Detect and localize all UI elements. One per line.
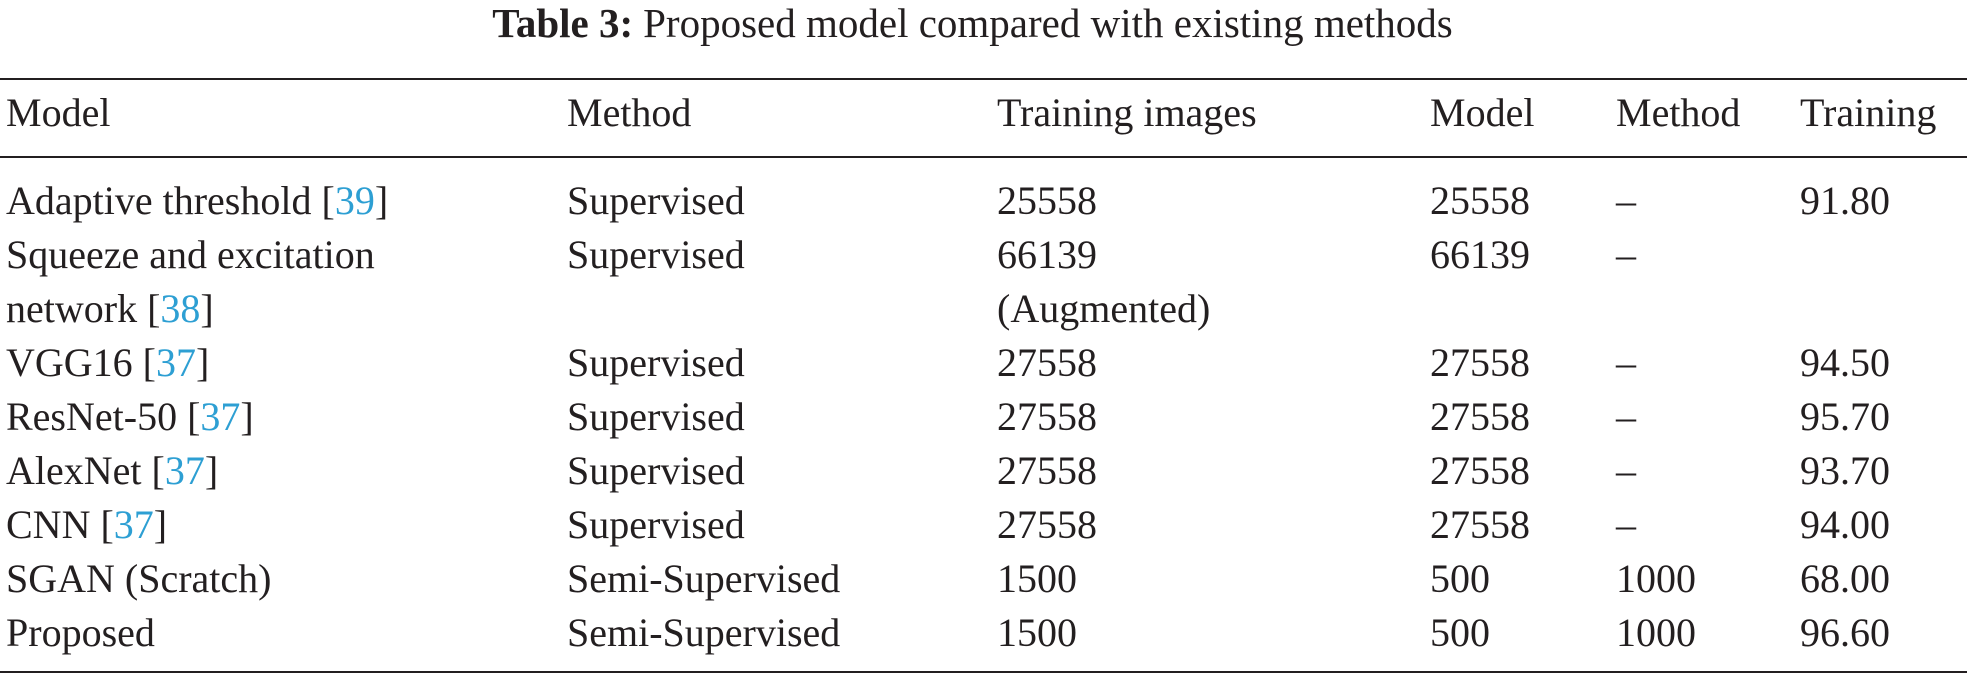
table-cell: – (1616, 448, 1636, 493)
table-cell: 68.00 (1800, 556, 1890, 601)
header-cell: Model (6, 90, 111, 135)
caption-text: Proposed model compared with existing me… (643, 0, 1453, 46)
cell-text: AlexNet [ (6, 448, 165, 493)
table-cell: 93.70 (1800, 448, 1890, 493)
table-cell: 27558 (997, 502, 1097, 547)
table-cell: – (1616, 178, 1636, 223)
table-cell: 500 (1430, 610, 1490, 655)
table-cell: 27558 (997, 394, 1097, 439)
table-cell: Supervised (567, 448, 745, 493)
citation-link[interactable]: 39 (334, 178, 375, 223)
table-cell: 27558 (1430, 394, 1530, 439)
top-rule (0, 78, 1967, 80)
table-cell: – (1616, 394, 1636, 439)
citation-link[interactable]: 37 (155, 340, 196, 385)
model-cell: Squeeze and excitation network [38] (6, 228, 375, 336)
table-cell: 1000 (1616, 610, 1696, 655)
model-cell: SGAN (Scratch) (6, 552, 272, 606)
cell-text: ] (195, 340, 210, 385)
caption-label: Table 3: (492, 0, 634, 46)
header-cell: Method (567, 90, 692, 135)
table-cell: Supervised (567, 394, 745, 439)
table-cell: – (1616, 232, 1636, 277)
table-cell: 91.80 (1800, 178, 1890, 223)
model-cell: Adaptive threshold [39] (6, 174, 388, 228)
header-cell: Training (1800, 90, 1937, 135)
table-cell: 27558 (1430, 448, 1530, 493)
table-cell: 1500 (997, 610, 1077, 655)
cell-text: ] (240, 394, 254, 439)
cell-text: Proposed (6, 610, 155, 655)
table-cell: – (1616, 502, 1636, 547)
table-cell: 96.60 (1800, 610, 1890, 655)
cell-text: ] (200, 286, 214, 331)
table-cell: 27558 (1430, 340, 1530, 385)
table-cell: Supervised (567, 502, 745, 547)
header-cell: Method (1616, 90, 1741, 135)
table-cell: 27558 (997, 340, 1097, 385)
citation-link[interactable]: 37 (113, 502, 154, 547)
table-cell: – (1616, 340, 1636, 385)
cell-text: ] (204, 448, 219, 493)
citation-link[interactable]: 37 (200, 394, 241, 439)
citation-link[interactable]: 38 (160, 286, 201, 331)
table-cell: 94.50 (1800, 340, 1890, 385)
cell-text: ] (374, 178, 389, 223)
model-cell: AlexNet [37] (6, 444, 218, 498)
cell-text: CNN [ (6, 502, 114, 547)
table-cell: 66139 (Augmented) (997, 232, 1211, 331)
table-cell: 500 (1430, 556, 1490, 601)
model-cell: Proposed (6, 606, 155, 660)
table-cell: 94.00 (1800, 502, 1890, 547)
table-cell: Semi-Supervised (567, 610, 841, 655)
table-cell: 25558 (1430, 178, 1530, 223)
table-cell: Supervised (567, 340, 745, 385)
cell-text: ] (153, 502, 168, 547)
bottom-rule (0, 671, 1967, 673)
cell-text: VGG16 [ (6, 340, 156, 385)
header-cell: Model (1430, 90, 1535, 135)
header-rule (0, 156, 1967, 158)
cell-text: Adaptive threshold [ (6, 178, 335, 223)
table-cell: 25558 (997, 178, 1097, 223)
model-cell: ResNet-50 [37] (6, 390, 254, 444)
model-cell: VGG16 [37] (6, 336, 209, 390)
citation-link[interactable]: 37 (164, 448, 205, 493)
table-cell: Semi-Supervised (567, 556, 841, 601)
cell-text: SGAN (Scratch) (6, 556, 272, 601)
table-caption: Table 3: Proposed model compared with exi… (0, 0, 1945, 46)
cell-text: Squeeze and excitation network [ (6, 232, 375, 331)
cell-text: ResNet-50 [ (6, 394, 201, 439)
table-cell: 1500 (997, 556, 1077, 601)
table-cell: Supervised (567, 178, 745, 223)
table-cell: Supervised (567, 232, 745, 277)
model-cell: CNN [37] (6, 498, 167, 552)
table-cell: 1000 (1616, 556, 1696, 601)
table-cell: 27558 (997, 448, 1097, 493)
table-cell: 27558 (1430, 502, 1530, 547)
header-cell: Training images (997, 90, 1257, 135)
table-cell: 95.70 (1800, 394, 1890, 439)
table-cell: 66139 (1430, 232, 1530, 277)
